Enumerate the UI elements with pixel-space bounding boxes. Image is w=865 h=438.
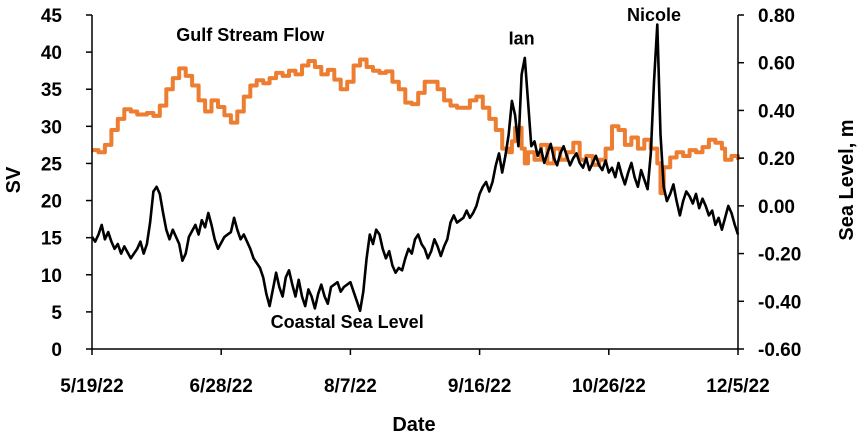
left-tick-label: 0 bbox=[51, 340, 62, 361]
annotation-gulf-stream-flow: Gulf Stream Flow bbox=[176, 25, 325, 45]
right-tick-label: 0.40 bbox=[758, 101, 795, 122]
left-tick-label: 20 bbox=[41, 192, 62, 213]
right-tick-label: -0.40 bbox=[758, 292, 801, 313]
axes bbox=[91, 15, 739, 350]
right-tick-label: 0.20 bbox=[758, 149, 795, 170]
annotation-coastal-sea-level: Coastal Sea Level bbox=[271, 312, 424, 332]
annotations: Gulf Stream Flow Coastal Sea Level Ian Nico… bbox=[176, 5, 681, 332]
series-line-gulf-stream-flow bbox=[92, 57, 740, 196]
left-tick-label: 25 bbox=[41, 154, 63, 175]
x-tick-label: 9/16/22 bbox=[448, 376, 511, 397]
x-tick-label: 10/26/22 bbox=[572, 376, 646, 397]
left-tick-label: 45 bbox=[41, 6, 63, 27]
x-tick-label: 6/28/22 bbox=[189, 376, 252, 397]
x-tick-label: 5/19/22 bbox=[60, 376, 123, 397]
series-line-coastal-sea-level bbox=[90, 23, 740, 313]
right-tick-label: 0.60 bbox=[758, 54, 795, 75]
left-axis-ticks: 0 5 10 15 20 25 30 35 40 45 bbox=[41, 6, 92, 361]
x-tick-label: 12/5/22 bbox=[706, 376, 769, 397]
left-tick-label: 10 bbox=[41, 266, 62, 287]
left-tick-label: 5 bbox=[51, 303, 62, 324]
right-tick-label: -0.20 bbox=[758, 245, 801, 266]
annotation-nicole: Nicole bbox=[627, 5, 681, 25]
x-axis-title: Date bbox=[392, 414, 435, 436]
left-tick-label: 35 bbox=[41, 80, 63, 101]
annotation-ian: Ian bbox=[509, 29, 535, 49]
right-axis-title: Sea Level, m bbox=[836, 119, 858, 240]
plot-lines bbox=[90, 23, 740, 313]
right-tick-label: 0.00 bbox=[758, 197, 795, 218]
x-tick-label: 8/7/22 bbox=[324, 376, 377, 397]
left-tick-label: 40 bbox=[41, 43, 62, 64]
left-tick-label: 15 bbox=[41, 229, 63, 250]
left-axis-title: SV bbox=[3, 166, 25, 193]
left-tick-label: 30 bbox=[41, 117, 62, 138]
x-axis-ticks: 5/19/22 6/28/22 8/7/22 9/16/22 10/26/22 12/5/… bbox=[60, 349, 770, 397]
right-axis-ticks: -0.60 -0.40 -0.20 0.00 0.20 0.40 0.60 0.80 bbox=[738, 6, 801, 361]
right-tick-label: -0.60 bbox=[758, 340, 801, 361]
right-tick-label: 0.80 bbox=[758, 6, 795, 27]
